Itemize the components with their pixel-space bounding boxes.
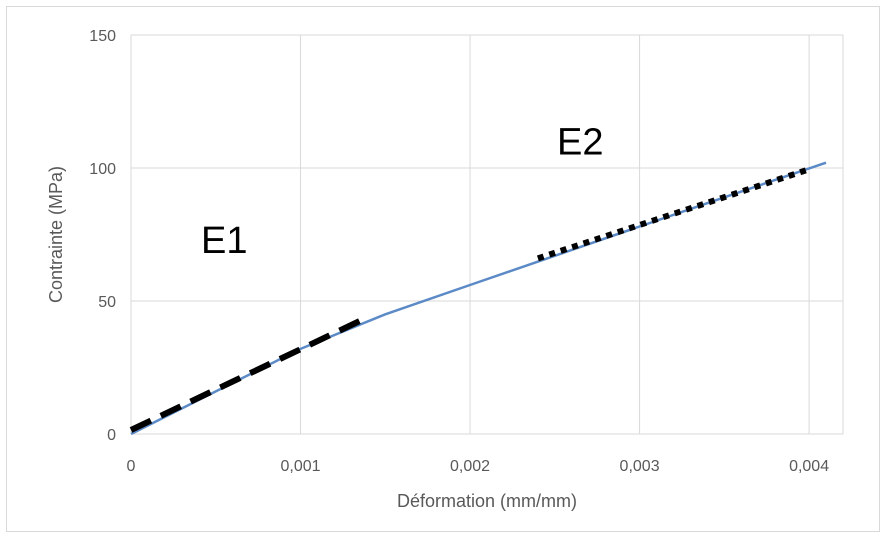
x-tick-label: 0,004: [789, 458, 829, 475]
y-tick-label: 100: [89, 161, 116, 178]
annotation-e2: E2: [557, 122, 603, 164]
y-tick-label: 50: [98, 294, 116, 311]
y-axis-title: Contrainte (MPa): [46, 166, 66, 303]
tick-labels: 0 0,001 0,002 0,003 0,004 0 50 100 150: [89, 28, 829, 475]
series-layer: [129, 161, 827, 436]
y-tick-label: 150: [89, 28, 116, 45]
x-tick-label: 0,002: [450, 458, 490, 475]
x-axis-title: Déformation (mm/mm): [397, 491, 577, 511]
x-tick-label: 0,003: [620, 458, 660, 475]
stress-strain-curve: [130, 161, 827, 436]
annotation-e1: E1: [201, 220, 247, 262]
annotations: E1 E2: [201, 122, 603, 262]
x-tick-label: 0,001: [281, 458, 321, 475]
e1-dashed-fit-line: [129, 318, 362, 433]
x-tick-label: 0: [127, 458, 136, 475]
y-tick-label: 0: [107, 427, 116, 444]
grid: [130, 34, 844, 435]
chart-frame: [6, 6, 880, 532]
